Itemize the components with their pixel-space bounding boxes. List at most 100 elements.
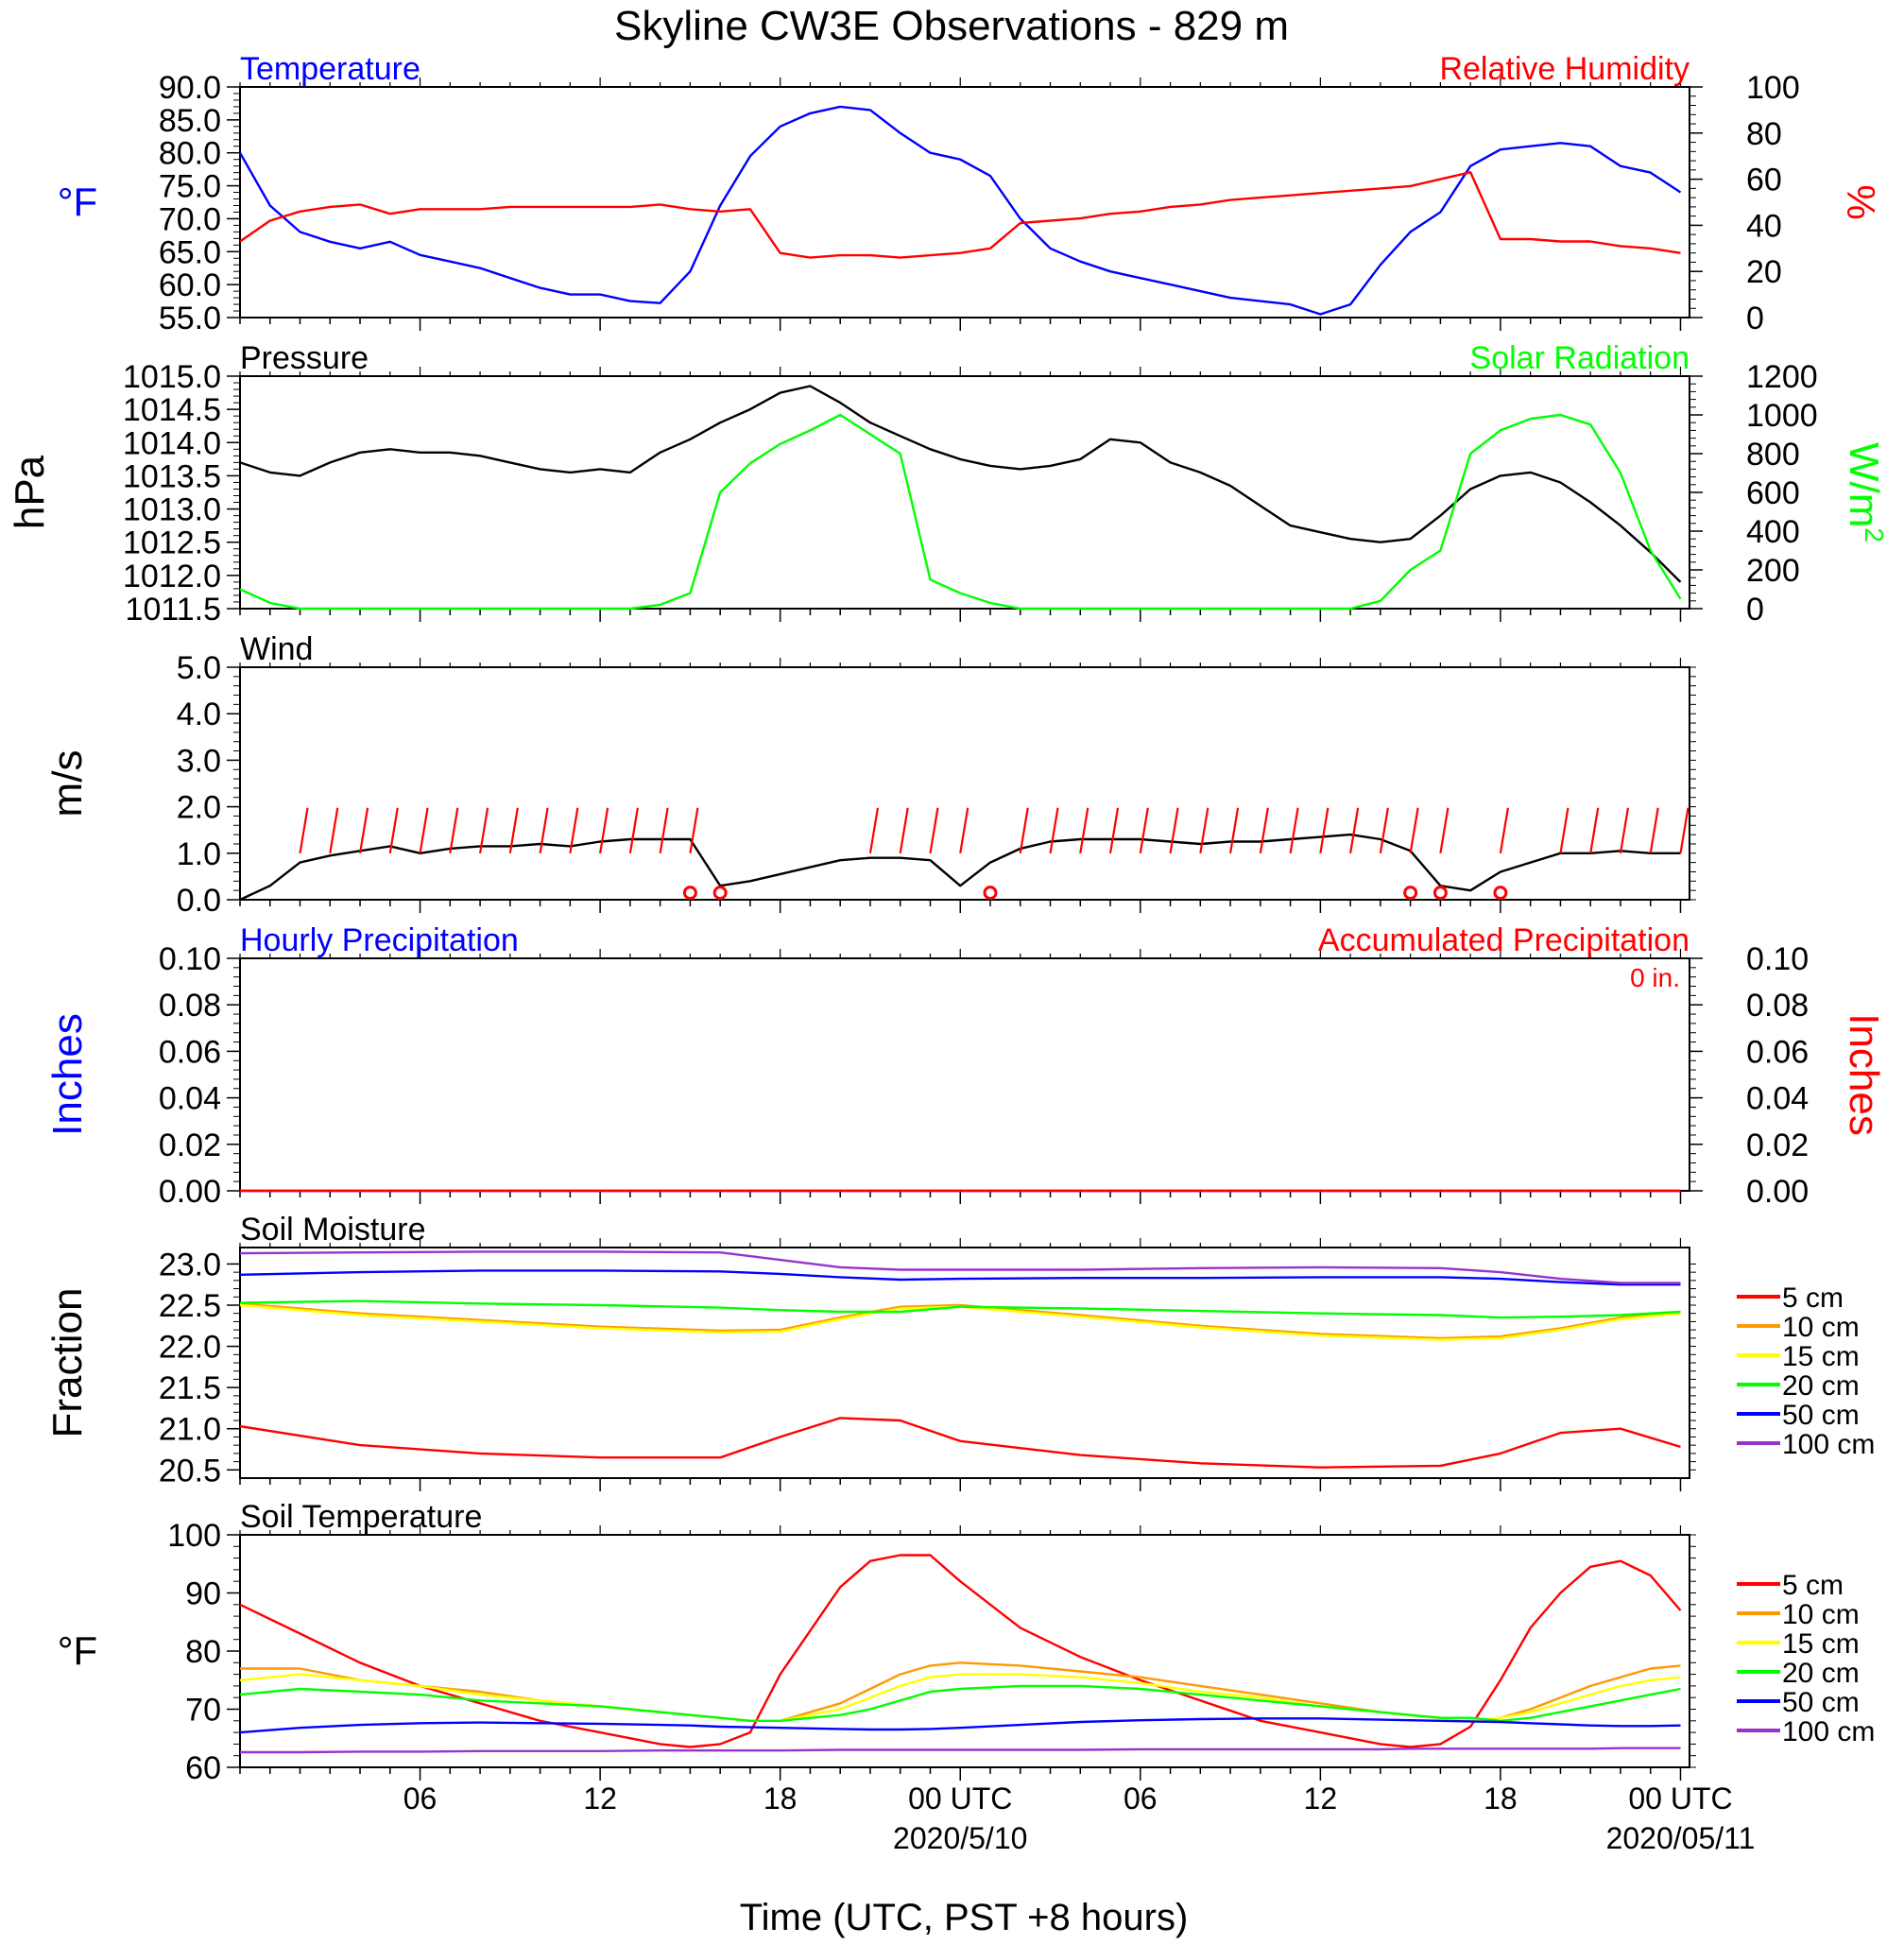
- series-100-cm: [240, 1747, 1681, 1754]
- panel-temp_rh: 55.060.065.070.075.080.085.090.0 0 20 40 60 8…: [58, 51, 1883, 336]
- y2-tick-label: 0.06: [1746, 1034, 1809, 1070]
- y-tick-label: 55.0: [159, 301, 221, 336]
- y-tick-label: 1014.5: [123, 392, 221, 428]
- y2-tick-label: 1000: [1746, 398, 1818, 434]
- y-tick-label: 21.0: [159, 1412, 221, 1448]
- legend-label: 10 cm: [1782, 1599, 1860, 1630]
- y2-tick-label: 0: [1746, 301, 1764, 336]
- series-20-cm: [239, 1684, 1681, 1723]
- y-tick-label: 1013.5: [123, 458, 221, 494]
- y-tick-label: 1014.0: [123, 425, 221, 461]
- plot-frame: [239, 86, 1690, 318]
- y2-axis-label-sup: 2: [1860, 527, 1889, 542]
- panel-title-left: Pressure: [240, 340, 369, 376]
- panel-title-right: Relative Humidity: [1439, 51, 1690, 87]
- wind-barb: [868, 807, 880, 853]
- y-tick-label: 1015.0: [123, 359, 221, 395]
- wind-barb: [508, 807, 519, 853]
- y-tick-label: 22.0: [159, 1330, 221, 1366]
- wind-barb: [1589, 807, 1600, 853]
- plot-frame: [239, 1534, 1690, 1768]
- y2-tick-label: 400: [1746, 514, 1800, 550]
- wind-barb: [599, 807, 609, 853]
- y-tick-label: 1011.5: [126, 592, 221, 628]
- series-50-cm: [239, 1269, 1681, 1286]
- wind-calm-marker: [1432, 886, 1448, 901]
- panel-title-left: Soil Temperature: [240, 1499, 482, 1535]
- wind-barb: [449, 807, 459, 853]
- y-tick-label: 5.0: [177, 650, 221, 686]
- x-tick-label: 06: [403, 1781, 437, 1816]
- series-wind-speed: [239, 833, 1681, 902]
- panel-soil_moisture: 20.5 21.0 21.5 22.0 22.5 23.0 Soil Moisture Fra…: [44, 1212, 1875, 1491]
- y-tick-label: 20.5: [159, 1453, 221, 1489]
- wind-barb: [1379, 807, 1389, 853]
- wind-calm-marker: [1403, 886, 1418, 901]
- series-15-cm: [239, 1673, 1681, 1723]
- y-tick-label: 90.0: [159, 70, 221, 106]
- series-15-cm: [239, 1303, 1681, 1341]
- y-tick-label: 1.0: [177, 836, 221, 872]
- y-tick-label: 22.5: [159, 1288, 221, 1324]
- y2-tick-label: 0.10: [1746, 941, 1809, 977]
- wind-barb: [1439, 807, 1449, 853]
- y-tick-label: 80.0: [159, 136, 221, 172]
- y-tick-label: 1013.0: [123, 492, 221, 528]
- plot-frame: [239, 666, 1690, 901]
- figure-title: Skyline CW3E Observations - 829 m: [614, 3, 1289, 49]
- x-tick-label: 12: [583, 1781, 617, 1816]
- series-10-cm: [239, 1302, 1681, 1340]
- y-axis-label: Fraction: [44, 1288, 91, 1438]
- x-tick-date-label: 2020/05/11: [1606, 1821, 1756, 1855]
- wind-barb: [1228, 807, 1240, 853]
- y2-tick-label: 200: [1746, 553, 1800, 589]
- wind-barb: [659, 807, 669, 853]
- y2-tick-label: 600: [1746, 475, 1800, 511]
- panel-title-right: Solar Radiation: [1470, 340, 1690, 376]
- x-tick-label: 00 UTC: [1628, 1781, 1732, 1816]
- legend-label: 20 cm: [1782, 1370, 1860, 1402]
- y-tick-label: 0.00: [159, 1174, 221, 1210]
- y-axis-label: m/s: [44, 750, 91, 818]
- series-5-cm: [239, 1554, 1682, 1748]
- x-tick-date-label: 2020/5/10: [893, 1821, 1027, 1855]
- y2-tick-label: 20: [1746, 254, 1782, 290]
- x-tick-label: 18: [763, 1781, 798, 1816]
- y-tick-label: 85.0: [159, 103, 221, 139]
- legend-label: 50 cm: [1782, 1687, 1860, 1718]
- y2-tick-label: 40: [1746, 208, 1782, 244]
- x-axis-label: Time (UTC, PST +8 hours): [740, 1897, 1189, 1938]
- y2-axis-label: %: [1839, 184, 1883, 219]
- wind-barb: [419, 807, 429, 853]
- legend-label: 15 cm: [1782, 1628, 1860, 1660]
- panel-wind: 0.0 1.0 2.0 3.0 4.0 5.0 Wind m/s: [44, 631, 1696, 919]
- wind-barb: [1409, 807, 1419, 853]
- wind-barb: [478, 807, 489, 853]
- wind-barb: [388, 807, 399, 853]
- y-tick-label: 0.10: [159, 941, 221, 977]
- wind-barb: [299, 807, 309, 853]
- y2-tick-label: 60: [1746, 163, 1782, 198]
- y-tick-label: 23.0: [159, 1247, 221, 1282]
- y2-tick-label: 0.08: [1746, 988, 1809, 1024]
- wind-barb: [1619, 807, 1630, 853]
- y-tick-label: 1012.0: [123, 559, 221, 594]
- wind-calm-marker: [712, 886, 728, 901]
- wind-barb: [1199, 807, 1209, 853]
- legend-label: 100 cm: [1782, 1429, 1875, 1460]
- wind-barb: [1349, 807, 1360, 853]
- wind-barb: [1139, 807, 1149, 853]
- legend-label: 5 cm: [1782, 1570, 1844, 1601]
- wind-barb: [329, 807, 339, 853]
- y-tick-label: 0.0: [177, 883, 221, 919]
- panel-precip: 0.00 0.02 0.04 0.06 0.08 0.10 0.00 0.02 0.04 0.06…: [44, 922, 1887, 1210]
- wind-barb: [1679, 807, 1690, 853]
- x-tick-label: 12: [1304, 1781, 1338, 1816]
- y-tick-label: 65.0: [159, 234, 221, 270]
- y2-tick-label: 0.00: [1746, 1174, 1809, 1210]
- series-pressure: [239, 385, 1682, 583]
- wind-barb: [1079, 807, 1089, 853]
- y2-tick-label: 80: [1746, 116, 1782, 152]
- y2-axis-label: W/m2: [1841, 442, 1889, 542]
